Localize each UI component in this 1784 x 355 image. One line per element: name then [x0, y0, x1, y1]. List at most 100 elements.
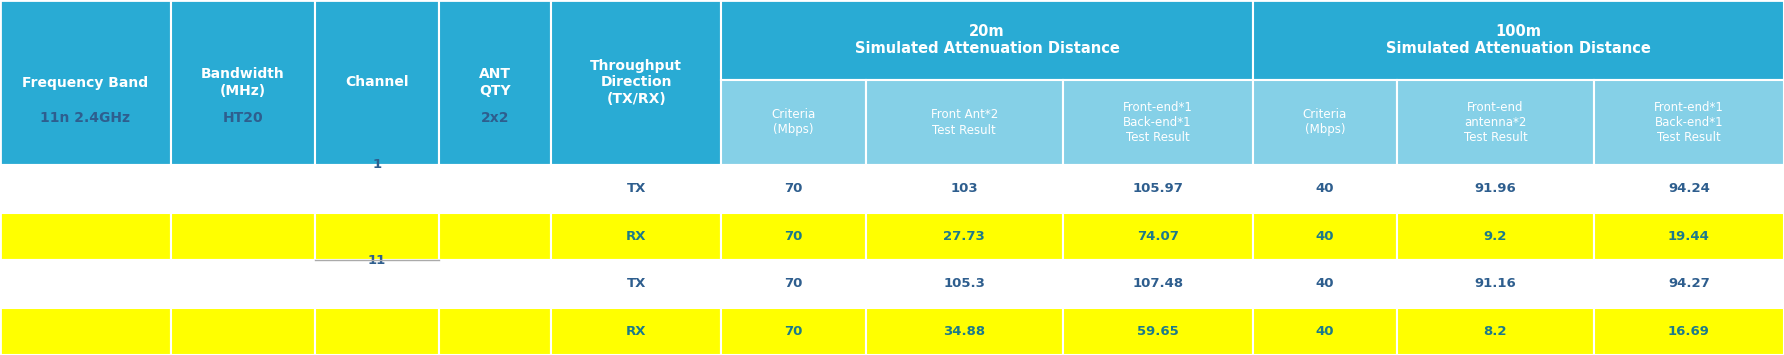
FancyBboxPatch shape	[314, 307, 439, 355]
Text: TX: TX	[626, 277, 646, 290]
FancyBboxPatch shape	[0, 213, 171, 260]
Text: 59.65: 59.65	[1136, 325, 1179, 338]
FancyBboxPatch shape	[1397, 80, 1593, 165]
FancyBboxPatch shape	[314, 260, 439, 307]
Text: 34.88: 34.88	[944, 325, 985, 338]
FancyBboxPatch shape	[1252, 80, 1397, 165]
FancyBboxPatch shape	[551, 165, 721, 213]
Text: 91.96: 91.96	[1475, 182, 1516, 195]
FancyBboxPatch shape	[721, 260, 865, 307]
FancyBboxPatch shape	[1252, 213, 1397, 260]
Text: 70: 70	[785, 230, 803, 243]
FancyBboxPatch shape	[865, 213, 1063, 260]
FancyBboxPatch shape	[1252, 165, 1397, 213]
Text: 70: 70	[785, 277, 803, 290]
Text: 40: 40	[1315, 325, 1334, 338]
FancyBboxPatch shape	[721, 165, 865, 213]
Text: 27.73: 27.73	[944, 230, 985, 243]
FancyBboxPatch shape	[1252, 0, 1784, 80]
FancyBboxPatch shape	[439, 165, 551, 213]
Text: Front-end
antenna*2
Test Result: Front-end antenna*2 Test Result	[1463, 101, 1527, 144]
FancyBboxPatch shape	[439, 260, 551, 307]
Text: Frequency Band: Frequency Band	[21, 76, 148, 89]
FancyBboxPatch shape	[1063, 165, 1252, 213]
Text: Criteria
(Mbps): Criteria (Mbps)	[1302, 109, 1347, 137]
FancyBboxPatch shape	[0, 0, 171, 165]
FancyBboxPatch shape	[1593, 307, 1784, 355]
FancyBboxPatch shape	[721, 307, 865, 355]
FancyBboxPatch shape	[171, 165, 314, 213]
FancyBboxPatch shape	[1593, 260, 1784, 307]
Text: RX: RX	[626, 230, 646, 243]
FancyBboxPatch shape	[0, 307, 171, 355]
Text: 70: 70	[785, 325, 803, 338]
FancyBboxPatch shape	[314, 0, 439, 165]
Text: 105.3: 105.3	[944, 277, 985, 290]
Text: Front-end*1
Back-end*1
Test Result: Front-end*1 Back-end*1 Test Result	[1122, 101, 1192, 144]
FancyBboxPatch shape	[314, 165, 439, 213]
Text: 19.44: 19.44	[1668, 230, 1709, 243]
FancyBboxPatch shape	[171, 260, 314, 307]
Text: 9.2: 9.2	[1484, 230, 1507, 243]
Text: 70: 70	[785, 182, 803, 195]
Text: 91.16: 91.16	[1475, 277, 1516, 290]
FancyBboxPatch shape	[551, 0, 721, 165]
Text: 40: 40	[1315, 230, 1334, 243]
Text: HT20: HT20	[223, 110, 262, 125]
FancyBboxPatch shape	[1063, 307, 1252, 355]
Text: 94.27: 94.27	[1668, 277, 1709, 290]
Text: TX: TX	[626, 182, 646, 195]
FancyBboxPatch shape	[1063, 213, 1252, 260]
FancyBboxPatch shape	[1397, 165, 1593, 213]
FancyBboxPatch shape	[865, 80, 1063, 165]
FancyBboxPatch shape	[1593, 80, 1784, 165]
FancyBboxPatch shape	[171, 307, 314, 355]
FancyBboxPatch shape	[0, 165, 171, 213]
Text: 8.2: 8.2	[1484, 325, 1507, 338]
FancyBboxPatch shape	[171, 0, 314, 165]
FancyBboxPatch shape	[439, 0, 551, 165]
FancyBboxPatch shape	[721, 213, 865, 260]
Text: 16.69: 16.69	[1668, 325, 1709, 338]
FancyBboxPatch shape	[1252, 260, 1397, 307]
FancyBboxPatch shape	[721, 80, 865, 165]
FancyBboxPatch shape	[1593, 213, 1784, 260]
Text: 11: 11	[368, 253, 387, 267]
Text: RX: RX	[626, 325, 646, 338]
Text: 74.07: 74.07	[1136, 230, 1179, 243]
Text: 94.24: 94.24	[1668, 182, 1709, 195]
FancyBboxPatch shape	[0, 260, 171, 307]
FancyBboxPatch shape	[1063, 260, 1252, 307]
FancyBboxPatch shape	[865, 165, 1063, 213]
Text: 105.97: 105.97	[1133, 182, 1183, 195]
Text: 1: 1	[373, 158, 382, 171]
Text: 11n 2.4GHz: 11n 2.4GHz	[41, 110, 130, 125]
FancyBboxPatch shape	[551, 307, 721, 355]
FancyBboxPatch shape	[551, 213, 721, 260]
Text: 20m
Simulated Attenuation Distance: 20m Simulated Attenuation Distance	[855, 24, 1120, 56]
FancyBboxPatch shape	[1063, 80, 1252, 165]
FancyBboxPatch shape	[1397, 260, 1593, 307]
Text: 107.48: 107.48	[1133, 277, 1183, 290]
FancyBboxPatch shape	[1397, 307, 1593, 355]
FancyBboxPatch shape	[439, 307, 551, 355]
Text: ANT
QTY: ANT QTY	[480, 67, 512, 98]
FancyBboxPatch shape	[551, 260, 721, 307]
Text: Front Ant*2
Test Result: Front Ant*2 Test Result	[931, 109, 997, 137]
Text: 100m
Simulated Attenuation Distance: 100m Simulated Attenuation Distance	[1386, 24, 1650, 56]
Text: 40: 40	[1315, 277, 1334, 290]
Text: Channel: Channel	[346, 76, 409, 89]
Text: Front-end*1
Back-end*1
Test Result: Front-end*1 Back-end*1 Test Result	[1654, 101, 1723, 144]
Text: Bandwidth
(MHz): Bandwidth (MHz)	[202, 67, 285, 98]
FancyBboxPatch shape	[171, 213, 314, 260]
FancyBboxPatch shape	[865, 307, 1063, 355]
FancyBboxPatch shape	[1252, 307, 1397, 355]
FancyBboxPatch shape	[314, 213, 439, 260]
FancyBboxPatch shape	[721, 0, 1252, 80]
FancyBboxPatch shape	[1593, 165, 1784, 213]
Text: Throughput
Direction
(TX/RX): Throughput Direction (TX/RX)	[591, 59, 681, 106]
Text: Criteria
(Mbps): Criteria (Mbps)	[771, 109, 815, 137]
FancyBboxPatch shape	[1397, 213, 1593, 260]
FancyBboxPatch shape	[439, 213, 551, 260]
FancyBboxPatch shape	[865, 260, 1063, 307]
